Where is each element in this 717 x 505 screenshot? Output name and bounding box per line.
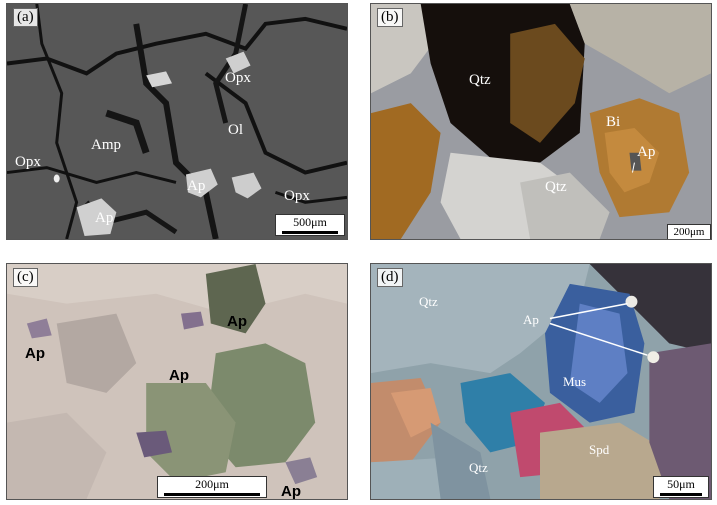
panel-c-image [7,264,347,499]
mineral-label-opx: Opx [284,188,310,204]
scale-bar-label: 50μm [667,477,695,491]
mineral-label-ap: Ap [637,144,656,160]
scale-bar-line [660,493,702,496]
mineral-label-ap: Ap [523,312,539,327]
scale-bar: 500μm [275,214,345,236]
mineral-label-ap: Ap [95,210,114,226]
panel-c-label: (c) [13,268,38,287]
panel-a-image [7,4,347,239]
mineral-label-ap: Ap [25,345,45,362]
mineral-label-ap: Ap [169,367,189,384]
mineral-label-bi: Bi [606,114,621,130]
mineral-label-qtz: Qtz [469,72,491,88]
mineral-label-qtz: Qtz [469,460,488,475]
mineral-label-opx: Opx [15,154,41,170]
mineral-label-opx: Opx [225,70,251,86]
mineral-label-mus: Mus [563,374,587,389]
mineral-label-qtz: Qtz [545,179,567,195]
panel-d-label: (d) [377,268,403,287]
panel-c: (c) Ap Ap Ap Ap 200μm [6,263,348,500]
scale-bar-line [164,493,260,496]
panel-b: (b) Qtz Bi Ap Qtz 200μm [370,3,712,240]
panel-a-label: (a) [13,8,38,27]
panel-d-image [371,264,711,499]
mineral-label-ap: Ap [281,483,301,500]
mineral-label-amp: Amp [91,137,121,153]
scale-bar-label: 200μm [673,226,705,238]
panel-b-image [371,4,711,239]
scale-bar: 50μm [653,476,709,498]
scale-bar: 200μm [667,224,711,239]
scale-bar-label: 500μm [293,215,327,229]
panel-d: (d) Qtz Ap Mus Qtz Spd 50μm [370,263,712,500]
scale-bar: 200μm [157,476,267,498]
mineral-label-ap: Ap [187,178,206,194]
mineral-label-qtz: Qtz [419,294,438,309]
mineral-label-ap: Ap [227,313,247,330]
mineral-label-spd: Spd [589,442,610,457]
panel-a: (a) Opx Amp Ol Opx Ap Ap Opx 500μm [6,3,348,240]
mineral-label-ol: Ol [228,122,243,138]
panel-b-label: (b) [377,8,403,27]
scale-bar-line [282,231,338,234]
scale-bar-label: 200μm [195,477,229,491]
